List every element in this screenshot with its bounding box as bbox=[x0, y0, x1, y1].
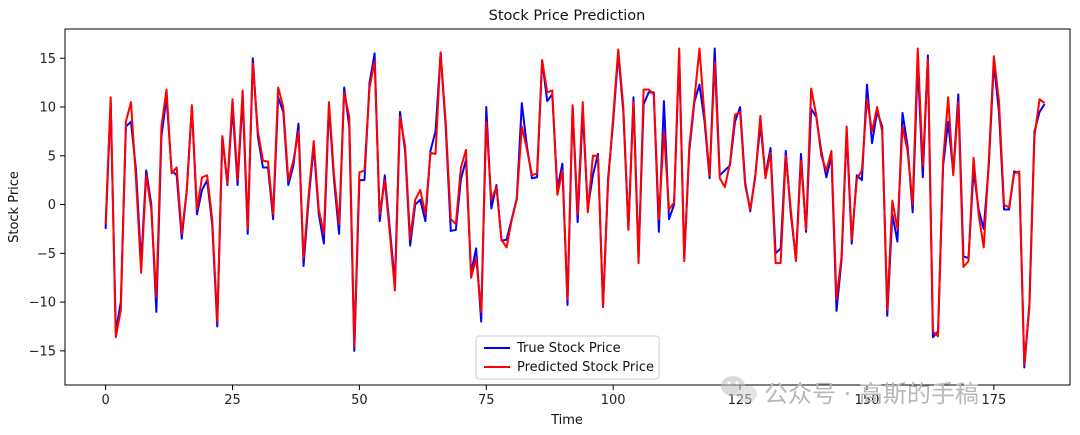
x-tick-label: 150 bbox=[855, 393, 880, 408]
x-tick-label: 75 bbox=[478, 393, 495, 408]
wechat-icon bbox=[721, 376, 757, 403]
plot-frame bbox=[64, 28, 1071, 386]
x-tick-label: 50 bbox=[351, 393, 368, 408]
y-tick-label: 5 bbox=[48, 149, 56, 164]
chart-title: Stock Price Prediction bbox=[489, 8, 646, 24]
x-tick-label: 100 bbox=[601, 393, 626, 408]
x-tick-label: 175 bbox=[981, 393, 1006, 408]
y-tick-label: 15 bbox=[39, 52, 56, 67]
y-axis-title: Stock Price bbox=[7, 171, 22, 243]
y-tick-label: 0 bbox=[48, 198, 56, 213]
predicted-price-line bbox=[104, 47, 1046, 366]
watermark-text: 公众号 · 高斯的手稿 bbox=[764, 380, 979, 408]
legend-true-label: True Stock Price bbox=[516, 341, 621, 356]
x-tick-label: 25 bbox=[224, 393, 241, 408]
x-tick-label: 0 bbox=[101, 393, 109, 408]
y-tick-label: −10 bbox=[29, 296, 56, 311]
y-tick-label: −5 bbox=[37, 247, 56, 262]
legend-box bbox=[475, 335, 660, 380]
legend: True Stock Price Predicted Stock Price bbox=[475, 335, 660, 380]
series-lines bbox=[104, 47, 1046, 369]
y-tick-label: −15 bbox=[29, 344, 56, 359]
watermark: 公众号 · 高斯的手稿 bbox=[721, 376, 979, 408]
y-tick-label: 10 bbox=[39, 101, 56, 116]
legend-predicted-label: Predicted Stock Price bbox=[517, 360, 654, 375]
x-axis-title: Time bbox=[550, 413, 583, 428]
plot-background bbox=[65, 29, 1070, 385]
